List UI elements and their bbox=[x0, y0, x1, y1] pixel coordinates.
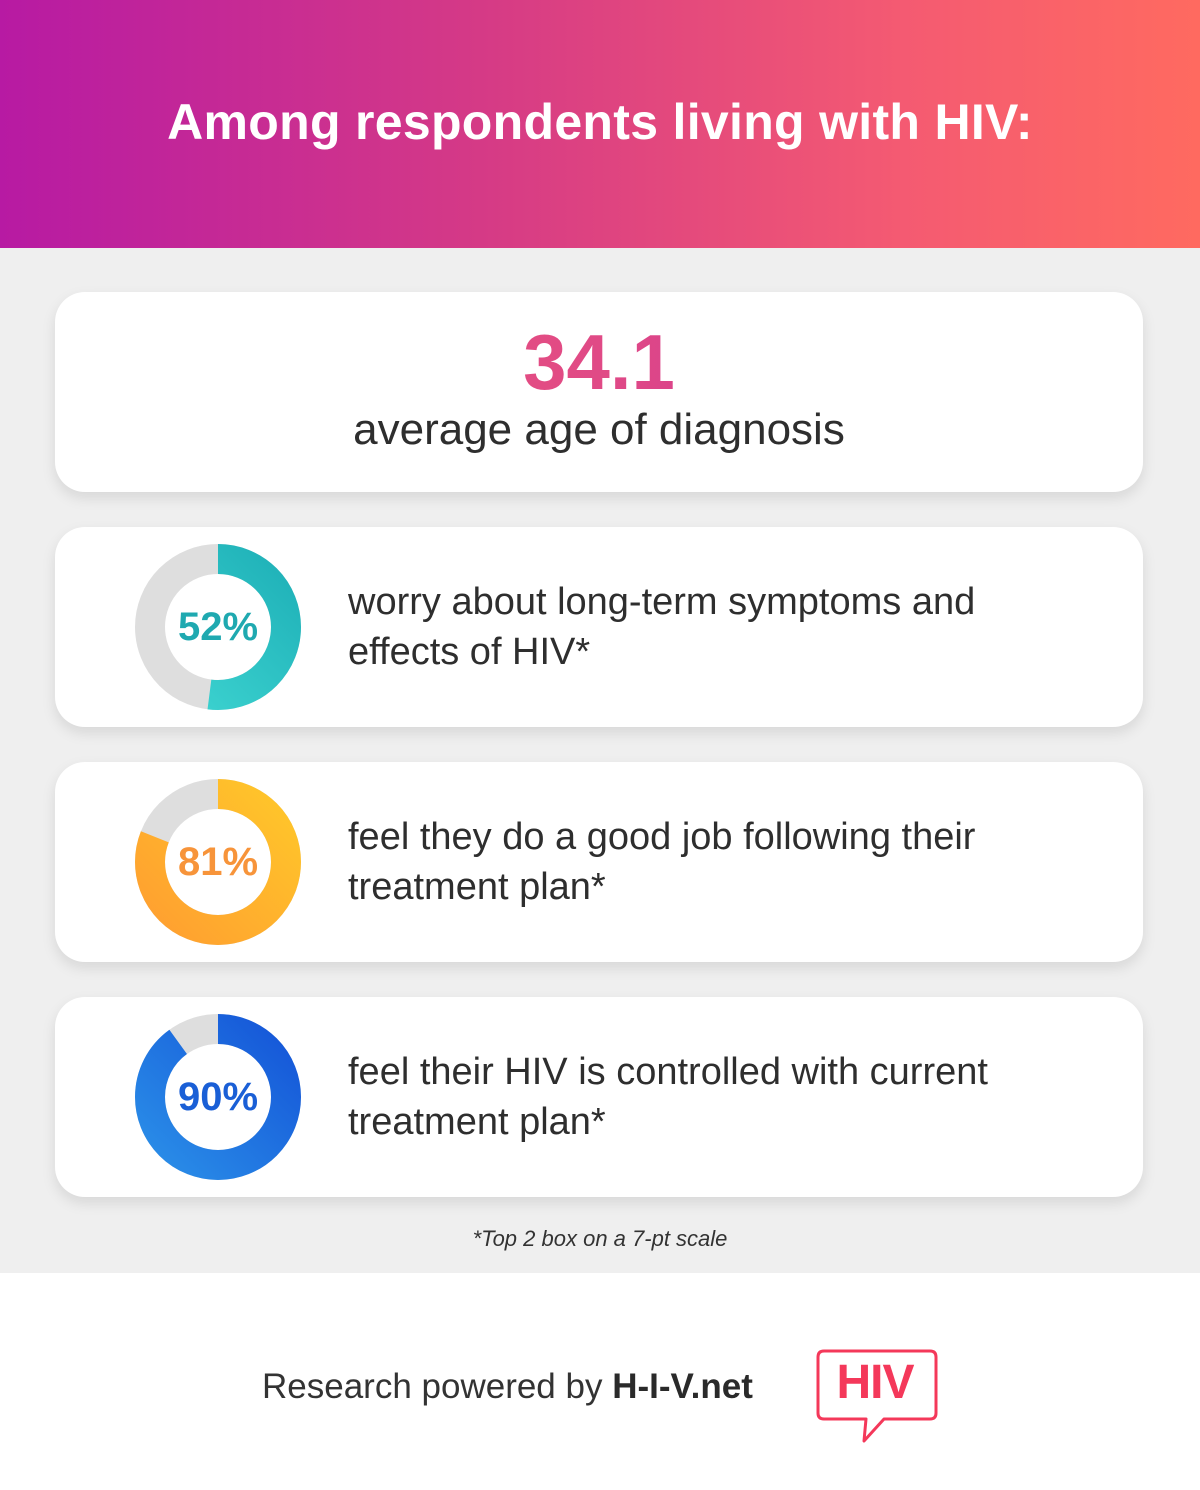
footer-brand: H-I-V.net bbox=[612, 1367, 753, 1406]
stat-description: feel their HIV is controlled with curren… bbox=[348, 1051, 988, 1143]
average-age-label: average age of diagnosis bbox=[353, 405, 845, 454]
logo-text: HIV bbox=[836, 1356, 914, 1409]
stat-description: worry about long-term symptoms and effec… bbox=[348, 581, 976, 673]
stat-card-worry: 52% worry about long-term symptoms and e… bbox=[55, 527, 1143, 727]
donut-arc bbox=[135, 1014, 301, 1180]
footer-credit: Research powered by H-I-V.net bbox=[262, 1367, 753, 1407]
stat-description: feel they do a good job following their … bbox=[348, 816, 976, 908]
stat-card-adherence: 81% feel they do a good job following th… bbox=[55, 762, 1143, 962]
footer-prefix: Research powered by bbox=[262, 1367, 603, 1406]
average-age-value: 34.1 bbox=[55, 314, 1143, 410]
header-banner: Among respondents living with HIV: bbox=[0, 0, 1200, 248]
percent-label: 52% bbox=[177, 604, 259, 649]
speech-bubble-icon bbox=[816, 1349, 938, 1443]
hiv-logo: HIV bbox=[816, 1349, 940, 1449]
donut-chart: 81% bbox=[133, 777, 303, 947]
percent-label: 90% bbox=[177, 1074, 259, 1119]
donut-arc bbox=[135, 779, 301, 945]
stat-card-controlled: 90% feel their HIV is controlled with cu… bbox=[55, 997, 1143, 1197]
footnote: *Top 2 box on a 7-pt scale bbox=[472, 1226, 728, 1251]
percent-label: 81% bbox=[177, 839, 259, 884]
page-title: Among respondents living with HIV: bbox=[167, 94, 1033, 150]
footer: Research powered by H-I-V.net HIV bbox=[0, 1273, 1200, 1490]
hero-card: 34.1 average age of diagnosis bbox=[55, 292, 1143, 492]
donut-chart: 52% bbox=[133, 542, 303, 712]
donut-arc bbox=[135, 544, 301, 710]
donut-chart: 90% bbox=[133, 1012, 303, 1182]
